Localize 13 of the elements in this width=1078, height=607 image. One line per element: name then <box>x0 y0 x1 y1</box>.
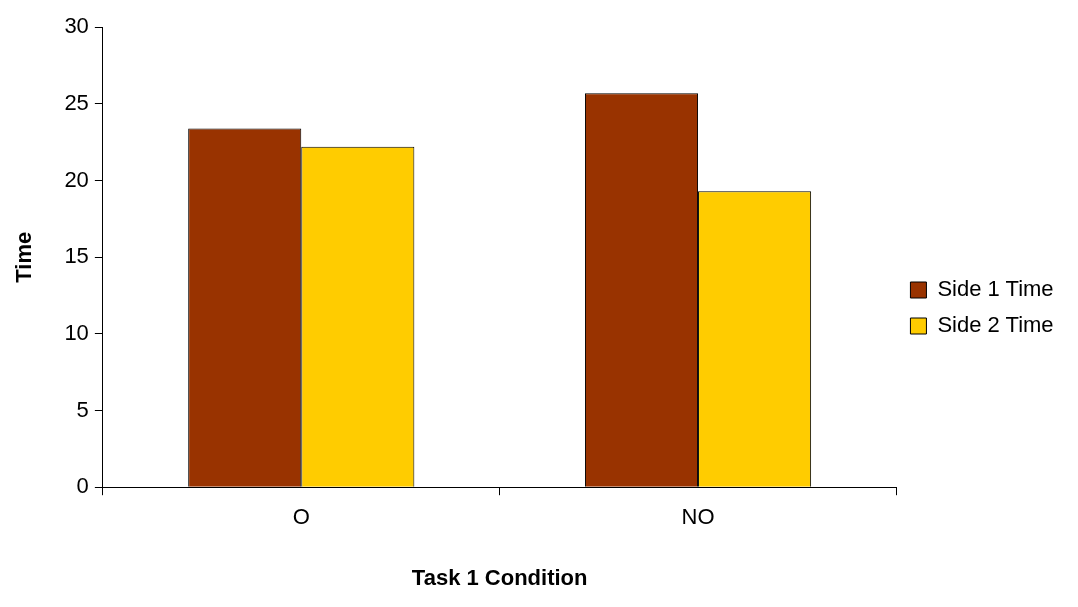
x-tick-label: NO <box>681 504 715 530</box>
legend-label: Side 1 Time <box>937 276 1054 302</box>
y-tick-label: 20 <box>64 166 89 192</box>
y-tick-label: 5 <box>76 396 89 422</box>
y-tick-label: 25 <box>64 89 89 115</box>
legend-label: Side 2 Time <box>937 312 1054 338</box>
x-tick-label: O <box>292 504 310 530</box>
y-tick-label: 30 <box>64 13 89 39</box>
y-tick-label: 0 <box>76 473 89 499</box>
y-tick-label: 10 <box>64 319 89 345</box>
y-tick-label: 15 <box>64 243 89 269</box>
y-axis-title: Time <box>11 231 37 283</box>
x-axis-title: Task 1 Condition <box>411 564 588 590</box>
